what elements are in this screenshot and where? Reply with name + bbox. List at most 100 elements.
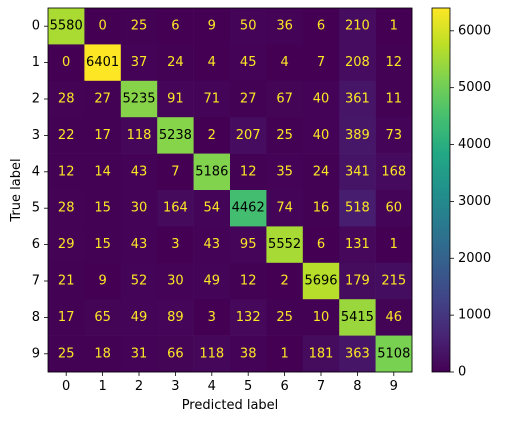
heatmap-cell-label: 1 (280, 346, 288, 361)
heatmap-cell (120, 262, 158, 300)
heatmap-cell (302, 117, 340, 154)
heatmap-cell (266, 190, 304, 227)
heatmap-cell (48, 299, 85, 336)
heatmap-cell-label: 0 (62, 55, 70, 70)
heatmap-cell (84, 190, 122, 227)
heatmap-cell-label: 10 (313, 310, 330, 325)
heatmap-cell-label: 66 (167, 346, 184, 361)
heatmap-cell (157, 8, 194, 45)
heatmap-cell-label: 389 (345, 128, 370, 143)
heatmap-cell-label: 36 (276, 19, 293, 34)
heatmap-cell-label: 132 (236, 310, 261, 325)
heatmap-cell (84, 8, 122, 45)
x-tick-label: 3 (171, 379, 179, 394)
heatmap-cell-label: 3 (171, 237, 179, 252)
y-tick-label: 1 (32, 55, 40, 70)
x-tick-label: 8 (353, 379, 361, 394)
heatmap-cell (339, 8, 376, 45)
heatmap-cell (375, 8, 413, 45)
heatmap-cell (193, 262, 231, 300)
y-tick-label: 3 (32, 128, 40, 143)
heatmap-cell-label: 45 (240, 55, 257, 70)
heatmap-cell (193, 299, 231, 336)
heatmap-cell (266, 8, 304, 45)
x-axis-ticks: 0 1 2 3 4 5 6 7 8 9 (62, 372, 398, 394)
heatmap-cell (266, 299, 304, 336)
heatmap-cell-label: 363 (345, 346, 370, 361)
heatmap-cell (339, 153, 376, 191)
heatmap-cell-label: 89 (167, 310, 184, 325)
heatmap-cell-label: 91 (167, 92, 184, 107)
heatmap-cell (266, 153, 304, 191)
heatmap-cell (48, 226, 85, 264)
heatmap-cell (157, 299, 194, 336)
heatmap-cell-label: 95 (240, 237, 257, 252)
heatmap-cell-label: 54 (204, 201, 221, 216)
heatmap-cell-label: 50 (240, 19, 257, 34)
heatmap-cell-label: 1 (390, 19, 398, 34)
heatmap-cell (84, 335, 122, 373)
heatmap-cell (375, 226, 413, 264)
heatmap-cell (84, 44, 122, 82)
heatmap-cell-label: 43 (131, 164, 148, 179)
heatmap-cell-label: 2 (280, 274, 288, 289)
heatmap-cell-label: 5552 (268, 237, 301, 252)
colorbar-tick-label: 2000 (458, 251, 491, 266)
heatmap-cell (157, 117, 194, 154)
colorbar (432, 8, 450, 372)
heatmap-cell-label: 7 (317, 55, 325, 70)
x-tick-label: 2 (135, 379, 143, 394)
heatmap-cell (266, 117, 304, 154)
colorbar-tick-label: 5000 (458, 80, 491, 95)
x-tick-label: 6 (280, 379, 288, 394)
heatmap-cell (48, 8, 85, 45)
colorbar-ticks: 0 1000 2000 3000 4000 5000 6000 (450, 23, 491, 380)
heatmap-cell (302, 80, 340, 118)
heatmap-cell-label: 7 (171, 164, 179, 179)
colorbar-tick-label: 0 (458, 365, 466, 380)
colorbar-tick-label: 6000 (458, 23, 491, 38)
heatmap-cell (230, 153, 267, 191)
heatmap-cell (266, 80, 304, 118)
heatmap-cell (157, 153, 194, 191)
heatmap-cell (302, 299, 340, 336)
y-tick-label: 9 (32, 346, 40, 361)
heatmap-cell (230, 335, 267, 373)
heatmap-cell-label: 71 (204, 92, 221, 107)
heatmap-cell (375, 153, 413, 191)
heatmap-cell (84, 80, 122, 118)
x-tick-label: 4 (208, 379, 216, 394)
x-tick-label: 1 (98, 379, 106, 394)
heatmap-cell (375, 299, 413, 336)
heatmap-cell (266, 44, 304, 82)
heatmap-cell (230, 80, 267, 118)
heatmap-cell-label: 4 (208, 55, 216, 70)
heatmap-cell-label: 118 (199, 346, 224, 361)
heatmap-cell-label: 0 (98, 19, 106, 34)
heatmap-cell (339, 117, 376, 154)
plot-frame (47, 7, 413, 373)
heatmap-cell (375, 117, 413, 154)
heatmap-cell-label: 208 (345, 55, 370, 70)
heatmap-cell-label: 31 (131, 346, 148, 361)
heatmap-cell-label: 164 (163, 201, 188, 216)
heatmap-cell (48, 80, 85, 118)
heatmap-cell-label: 15 (94, 237, 111, 252)
heatmap-cell-label: 65 (94, 310, 111, 325)
heatmap-cell-label: 73 (386, 128, 403, 143)
heatmap-cell-label: 5108 (377, 346, 410, 361)
x-axis-label: Predicted label (182, 398, 279, 413)
colorbar-tick-label: 4000 (458, 137, 491, 152)
heatmap-cell-label: 28 (58, 201, 75, 216)
heatmap-cell (48, 117, 85, 154)
heatmap-cell-label: 1 (390, 237, 398, 252)
heatmap-cell-label: 49 (204, 274, 221, 289)
heatmap-cell-label: 40 (313, 92, 330, 107)
heatmap-cell-label: 38 (240, 346, 257, 361)
y-tick-label: 0 (32, 19, 40, 34)
heatmap-cell (339, 80, 376, 118)
heatmap-cell-label: 6 (317, 237, 325, 252)
x-tick-label: 0 (62, 379, 70, 394)
heatmap-cell-label: 207 (236, 128, 261, 143)
